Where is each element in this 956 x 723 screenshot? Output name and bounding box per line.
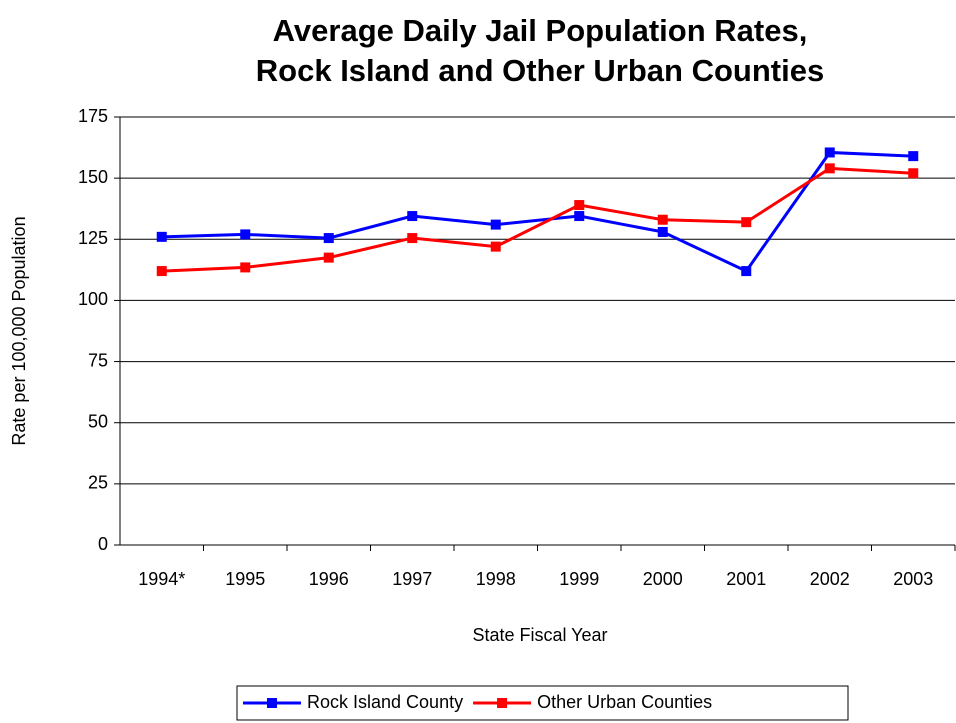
point-marker xyxy=(156,266,167,277)
x-tick-label: 1997 xyxy=(392,569,432,589)
point-marker xyxy=(407,211,418,222)
point-marker xyxy=(908,168,919,179)
y-tick-label: 50 xyxy=(88,411,108,431)
series-line xyxy=(161,166,914,273)
point-marker xyxy=(741,217,752,228)
point-marker xyxy=(240,229,251,240)
y-tick-label: 100 xyxy=(78,289,108,309)
point-marker xyxy=(407,233,418,244)
x-tick-label: 1998 xyxy=(476,569,516,589)
legend-label: Other Urban Counties xyxy=(537,692,712,712)
y-tick-label: 175 xyxy=(78,106,108,126)
x-axis-label: State Fiscal Year xyxy=(472,625,607,645)
point-marker xyxy=(574,200,585,211)
x-tick-label: 2001 xyxy=(726,569,766,589)
y-tick-label: 150 xyxy=(78,167,108,187)
point-marker xyxy=(908,151,919,162)
point-marker xyxy=(824,163,835,174)
y-tick-label: 25 xyxy=(88,473,108,493)
legend-marker xyxy=(267,698,277,708)
point-marker xyxy=(156,231,167,242)
legend-marker xyxy=(497,698,508,708)
legend-label: Rock Island County xyxy=(307,692,463,712)
legend-box xyxy=(236,685,849,721)
point-marker xyxy=(323,252,334,263)
x-tick-label: 2003 xyxy=(893,569,933,589)
x-tick-label: 1994* xyxy=(138,569,185,589)
y-axis-label: Rate per 100,000 Population xyxy=(9,216,29,445)
point-marker xyxy=(657,226,668,237)
point-marker xyxy=(323,233,334,244)
x-tick-label: 1999 xyxy=(559,569,599,589)
point-marker xyxy=(490,219,501,230)
point-marker xyxy=(657,214,668,225)
point-marker xyxy=(574,211,585,222)
point-marker xyxy=(824,147,835,158)
series-line xyxy=(161,150,914,273)
x-tick-label: 2002 xyxy=(810,569,850,589)
y-tick-label: 125 xyxy=(78,228,108,248)
y-tick-label: 75 xyxy=(88,350,108,370)
point-marker xyxy=(741,266,752,277)
chart-title: Rock Island and Other Urban Counties xyxy=(256,53,824,88)
x-tick-label: 2000 xyxy=(643,569,683,589)
chart-title: Average Daily Jail Population Rates, xyxy=(273,13,808,48)
y-tick-label: 0 xyxy=(98,534,108,554)
x-tick-label: 1995 xyxy=(225,569,265,589)
point-marker xyxy=(240,262,251,273)
point-marker xyxy=(490,241,501,252)
x-tick-label: 1996 xyxy=(309,569,349,589)
